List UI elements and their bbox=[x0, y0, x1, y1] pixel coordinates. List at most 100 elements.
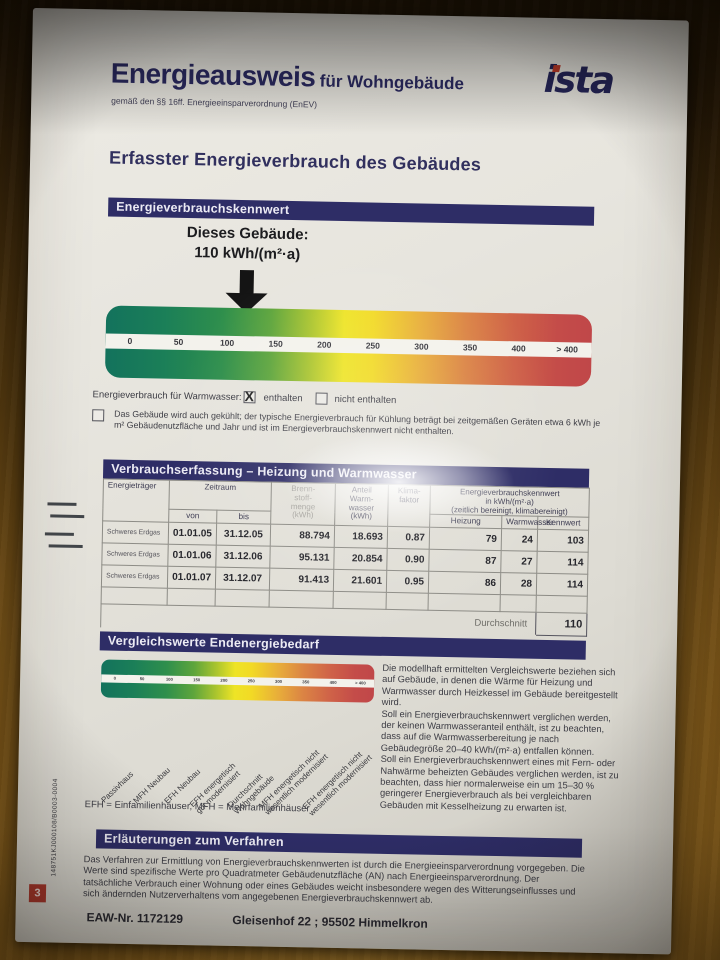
banner-erlaeuterungen: Erläuterungen zum Verfahren bbox=[95, 829, 583, 858]
cell-warmwasser: 28 bbox=[500, 572, 537, 596]
registration-mark bbox=[48, 544, 83, 548]
scale-tick: 250 bbox=[365, 340, 381, 351]
col-header-bis: bis bbox=[216, 510, 271, 525]
col-header-von: von bbox=[168, 509, 217, 524]
comparison-paragraph: Die modellhaft ermittelten Vergleichswer… bbox=[381, 662, 618, 708]
included-checkbox: X bbox=[243, 388, 256, 405]
document-subtitle: gemäß den §§ 16ff. Energieeinsparverordn… bbox=[111, 95, 318, 110]
not-included-checkbox bbox=[315, 392, 328, 405]
section-heading: Erfasster Energieverbrauch des Gebäudes bbox=[108, 147, 482, 175]
scale-tick: 200 bbox=[220, 677, 228, 683]
scale-tick: 400 bbox=[511, 343, 526, 354]
scale-tick: > 400 bbox=[556, 344, 579, 355]
cell-energietraeger: Schweres Erdgas bbox=[102, 521, 169, 545]
cell-energietraeger: Schweres Erdgas bbox=[101, 565, 168, 589]
banner-vergleichswerte: Vergleichswerte Endenergiebedarf bbox=[99, 631, 586, 660]
banner-energieverbrauchskennwert: Energieverbrauchskennwert bbox=[108, 197, 595, 226]
scale-tick: 350 bbox=[462, 342, 478, 353]
scale-tick: 50 bbox=[173, 336, 184, 347]
title-suffix: für Wohngebäude bbox=[319, 71, 465, 94]
erlaeuterungen-text: Das Verfahren zur Ermittlung von Energie… bbox=[82, 854, 585, 905]
not-included-label: nicht enthalten bbox=[334, 393, 397, 407]
paper: Energieausweis für Wohngebäude gemäß den… bbox=[15, 8, 689, 955]
title-main: Energieausweis bbox=[110, 57, 316, 93]
comparison-paragraph: Soll ein Energieverbrauchskennwert vergl… bbox=[380, 708, 612, 757]
cell-anteil: 18.693 bbox=[334, 525, 388, 549]
cell-bis: 31.12.05 bbox=[216, 523, 271, 547]
cell-kennwert: 114 bbox=[536, 551, 589, 575]
scale-tick: 300 bbox=[414, 341, 429, 352]
registration-mark bbox=[47, 502, 77, 506]
scale-tick: 400 bbox=[329, 679, 337, 685]
cell-klima: 0.95 bbox=[386, 570, 429, 594]
scale-tick: 200 bbox=[317, 339, 332, 350]
cell-klima: 0.87 bbox=[387, 526, 430, 550]
cell-menge: 95.131 bbox=[269, 546, 335, 570]
col-header-warmwasser: Warmwasser bbox=[501, 515, 554, 530]
scale-tick: 0 bbox=[113, 675, 117, 681]
comparison-paragraph: Soll ein Energieverbrauchskennwert eines… bbox=[379, 754, 619, 814]
cell-anteil: 21.601 bbox=[333, 569, 387, 593]
col-header-kennwert: Kennwert bbox=[537, 516, 589, 531]
building-address: Gleisenhof 22 ; 95502 Himmelkron bbox=[232, 912, 428, 931]
cell-menge: 88.794 bbox=[270, 524, 335, 548]
building-callout: Dieses Gebäude: 110 kWh/(m²·a) bbox=[137, 222, 358, 266]
eaw-number: EAW-Nr. 1172129 bbox=[86, 910, 184, 927]
scale-tick: 350 bbox=[302, 679, 310, 685]
cell-kennwert: 114 bbox=[536, 573, 588, 597]
warmwasser-row: Energieverbrauch für Warmwasser: X entha… bbox=[92, 388, 592, 412]
cell-heizung: 87 bbox=[428, 549, 502, 573]
scale-tick: 100 bbox=[165, 676, 173, 682]
cell-von: 01.01.05 bbox=[168, 522, 217, 546]
cell-heizung: 86 bbox=[428, 571, 501, 595]
cell-energietraeger: Schweres Erdgas bbox=[101, 543, 169, 567]
registration-mark bbox=[44, 532, 74, 536]
cooling-checkbox bbox=[92, 409, 105, 422]
energy-scale-ticks: 0 50 100 150 200 250 300 350 400 > 400 bbox=[105, 333, 592, 358]
cell-warmwasser: 27 bbox=[500, 550, 538, 574]
scale-tick: 250 bbox=[247, 678, 255, 684]
ista-logo: ista bbox=[543, 58, 644, 108]
cell-von: 01.01.06 bbox=[167, 544, 217, 568]
scale-tick: 150 bbox=[268, 338, 283, 349]
scale-tick: 100 bbox=[219, 337, 235, 348]
col-header-brennstoffmenge: Brenn- stoff- menge (kWh) bbox=[270, 482, 336, 526]
cell-heizung: 79 bbox=[429, 527, 502, 551]
cell-bis: 31.12.06 bbox=[215, 545, 271, 569]
cooling-note: Das Gebäude wird auch gekühlt; der typis… bbox=[113, 408, 601, 437]
scale-tick: 0 bbox=[127, 335, 133, 346]
building-value: 110 kWh/(m²·a) bbox=[194, 244, 301, 264]
col-header-anteil-warmwasser: Anteil Warm- wasser (kWh) bbox=[334, 483, 389, 527]
comparison-scale-ticks: 0 50 100 150 200 250 300 350 400 > 400 bbox=[101, 674, 375, 688]
scale-tick: 150 bbox=[193, 677, 201, 683]
col-header-klimafaktor: Klima- faktor bbox=[387, 484, 431, 528]
included-label: enthalten bbox=[263, 392, 303, 405]
cell-kennwert: 103 bbox=[537, 529, 589, 553]
scale-tick: 300 bbox=[274, 678, 283, 684]
cell-von: 01.01.07 bbox=[167, 566, 216, 590]
cell-bis: 31.12.07 bbox=[215, 567, 270, 591]
col-header-kennwert-group: Energieverbrauchskennwert in kWh/(m²·a) … bbox=[429, 485, 590, 518]
document-title: Energieausweis für Wohngebäude bbox=[110, 58, 464, 97]
cell-klima: 0.90 bbox=[386, 548, 430, 572]
comparison-scale: 0 50 100 150 200 250 300 350 400 > 400 bbox=[100, 659, 375, 703]
side-print-code: 148751KJ000108/B0003-0004 bbox=[50, 778, 60, 877]
consumption-table: Energieträger Zeitraum Brenn- stoff- men… bbox=[100, 478, 590, 637]
registration-mark bbox=[50, 514, 85, 518]
scale-tick: > 400 bbox=[355, 680, 366, 686]
col-header-energietraeger: Energieträger bbox=[102, 478, 170, 523]
cell-menge: 91.413 bbox=[269, 568, 334, 592]
cell-anteil: 20.854 bbox=[333, 547, 388, 571]
scale-tick: 50 bbox=[139, 676, 145, 682]
warmwasser-label: Energieverbrauch für Warmwasser: bbox=[92, 389, 242, 404]
average-value: 110 bbox=[535, 612, 587, 637]
footer-line: EAW-Nr. 1172129 Gleisenhof 22 ; 95502 Hi… bbox=[86, 910, 427, 931]
checkbox-x-mark-icon: X bbox=[244, 388, 255, 405]
down-arrow-icon bbox=[239, 270, 255, 295]
page-number-badge: 3 bbox=[28, 884, 47, 903]
cell-warmwasser: 24 bbox=[501, 528, 538, 552]
col-header-zeitraum: Zeitraum bbox=[168, 480, 272, 512]
comparison-paragraphs: Die modellhaft ermittelten Vergleichswer… bbox=[380, 663, 623, 816]
energy-scale: 0 50 100 150 200 250 300 350 400 > 400 bbox=[104, 305, 593, 387]
